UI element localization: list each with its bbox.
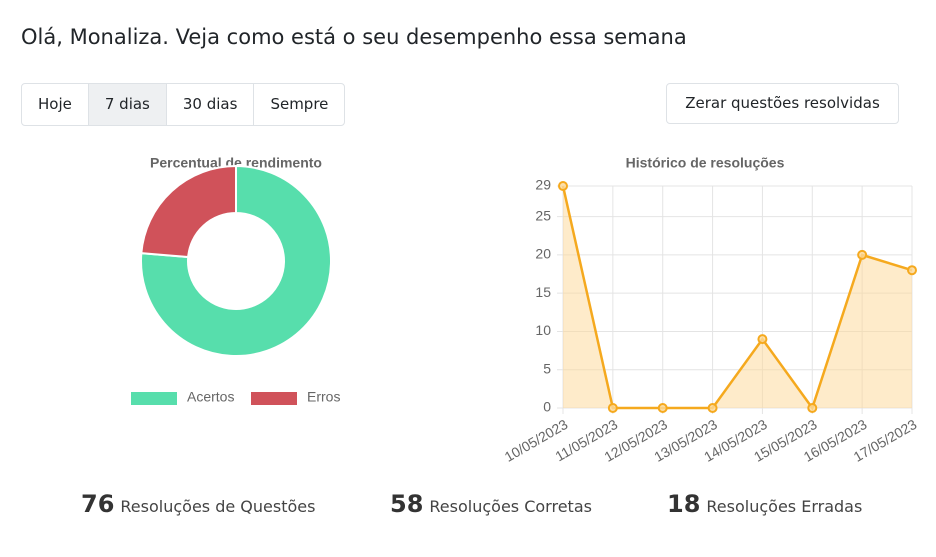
tab[interactable]: 30 dias [167, 84, 255, 125]
y-tick-label: 10 [535, 322, 551, 338]
line-area [563, 186, 912, 408]
point [807, 403, 818, 413]
y-tick-label: 20 [535, 246, 551, 262]
tab[interactable]: 7 dias [88, 84, 167, 125]
point [757, 334, 768, 345]
point [607, 403, 618, 413]
legend-swatch [131, 392, 177, 405]
stat: 58 Resoluções Corretas [390, 490, 592, 518]
legend-label: Acertos [187, 389, 234, 405]
stat-value: 76 [81, 490, 115, 518]
stat-label: Resoluções Corretas [429, 497, 592, 516]
y-tick-label: 15 [535, 284, 551, 300]
chart-title: Percentual de rendimento [150, 155, 322, 171]
reset-button[interactable]: Zerar questões resolvidas [666, 83, 899, 124]
stat-value: 58 [390, 490, 424, 518]
point [707, 403, 718, 413]
page-title: Olá, Monaliza. Veja como está o seu dese… [21, 25, 687, 49]
point [657, 403, 668, 413]
charts: Percentual de rendimento Acertos Erros Hist… [131, 155, 920, 465]
stat-label: Resoluções de Questões [120, 497, 316, 516]
y-tick-label: 5 [543, 360, 551, 376]
y-tick-label: 25 [535, 207, 551, 223]
tab[interactable]: Hoje [22, 84, 89, 125]
line [561, 185, 913, 411]
y-tick-label: 29 [535, 177, 551, 193]
y-tick-label: 0 [543, 399, 551, 415]
pie-slice [140, 164, 332, 357]
point [907, 265, 917, 276]
legend-swatch [251, 392, 297, 405]
point [558, 181, 568, 191]
stat: 76 Resoluções de Questões [81, 490, 315, 518]
tab[interactable]: Sempre [270, 95, 329, 113]
stat: 18 Resoluções Erradas [667, 490, 862, 518]
chart-title: Histórico de resoluções [626, 155, 785, 171]
pie-slice [140, 164, 237, 259]
period-tabs: Hoje 7 dias 30 dias Sempre [21, 83, 346, 126]
stat-label: Resoluções Erradas [706, 497, 863, 516]
legend-label: Erros [307, 389, 340, 405]
point [857, 249, 868, 260]
stat-value: 18 [667, 490, 701, 518]
